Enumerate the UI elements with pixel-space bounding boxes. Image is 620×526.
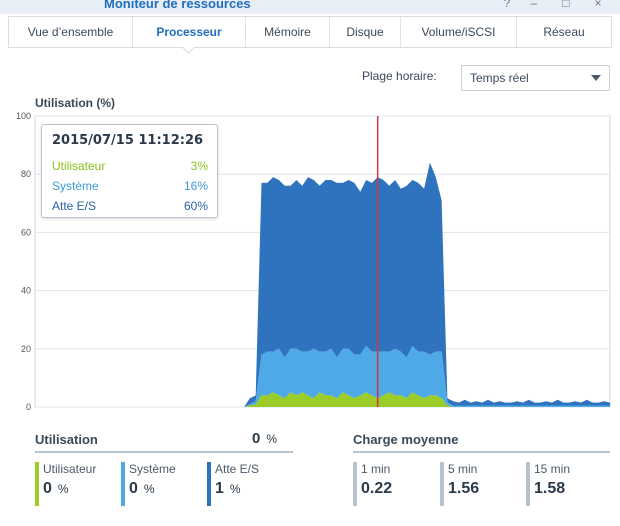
tab-overview[interactable]: Vue d’ensemble [9, 17, 133, 47]
metric-system-bar [121, 462, 125, 506]
series-area-iowait [35, 162, 610, 407]
metric-user-value: 0% [43, 480, 69, 497]
load-15min-label: 15 min [534, 462, 571, 476]
metric-iowait-value: 1% [215, 480, 241, 497]
load-divider [353, 451, 610, 453]
time-range-label: Plage horaire: [362, 69, 437, 83]
title-bar: Moniteur de ressources ? – □ × [0, 0, 620, 14]
maximize-icon[interactable]: □ [562, 0, 570, 10]
tooltip-label-user: Utilisateur [52, 159, 106, 173]
utilisation-total-unit: % [266, 432, 278, 446]
tooltip-timestamp: 2015/07/15 11:12:26 [52, 133, 204, 148]
help-icon[interactable]: ? [503, 0, 511, 10]
load-title: Charge moyenne [353, 432, 459, 447]
tooltip-label-iowait: Atte E/S [52, 199, 97, 213]
metric-user-bar [35, 462, 39, 506]
load-5min: 5 min 1.56 [440, 462, 479, 506]
tooltip-value-iowait: 60% [183, 199, 208, 213]
tooltip-row-iowait: Atte E/S 60% [52, 199, 208, 213]
tab-disk[interactable]: Disque [330, 17, 401, 47]
metric-system-label: Système [129, 462, 176, 476]
load-15min: 15 min 1.58 [526, 462, 570, 506]
load-1min-value: 0.22 [361, 480, 393, 497]
tab-bar: Vue d’ensemble Processeur Mémoire Disque… [8, 16, 612, 48]
metric-system: Système 0% [121, 462, 176, 506]
window-title: Moniteur de ressources [104, 0, 251, 11]
y-tick-label: 0 [26, 402, 31, 412]
load-15min-bar [526, 462, 530, 506]
series-area-user [35, 392, 610, 407]
load-5min-value: 1.56 [448, 480, 480, 497]
load-5min-bar [440, 462, 444, 506]
tab-processor[interactable]: Processeur [133, 17, 246, 47]
metric-iowait: Atte E/S 1% [207, 462, 259, 506]
utilisation-divider [35, 451, 293, 453]
load-1min-label: 1 min [361, 462, 391, 476]
tooltip-value-user: 3% [190, 159, 208, 173]
utilisation-total: 0% [252, 430, 277, 447]
chart-tooltip: 2015/07/15 11:12:26 Utilisateur 3% Systè… [41, 124, 218, 218]
tab-network[interactable]: Réseau [543, 25, 585, 39]
metric-iowait-bar [207, 462, 211, 506]
y-tick-label: 40 [21, 286, 31, 296]
metric-user: Utilisateur 0% [35, 462, 96, 506]
close-icon[interactable]: × [594, 0, 602, 10]
y-tick-label: 60 [21, 227, 31, 237]
tooltip-row-user: Utilisateur 3% [52, 159, 208, 173]
load-1min-bar [353, 462, 357, 506]
tab-volume-iscsi[interactable]: Volume/iSCSI [401, 17, 517, 47]
y-axis-ticks: 0 20 40 60 80 100 [16, 111, 31, 412]
minimize-icon[interactable]: – [530, 0, 538, 10]
series-area-system [35, 345, 610, 407]
load-15min-value: 1.58 [534, 480, 566, 497]
metric-user-label: Utilisateur [43, 462, 97, 476]
utilisation-total-value: 0 [252, 430, 261, 447]
y-tick-label: 80 [21, 169, 31, 179]
load-5min-label: 5 min [448, 462, 478, 476]
chevron-down-icon [591, 75, 601, 81]
y-tick-label: 100 [16, 111, 31, 121]
tooltip-value-system: 16% [183, 179, 208, 193]
metric-iowait-label: Atte E/S [215, 462, 260, 476]
chart-title: Utilisation (%) [35, 96, 115, 110]
load-1min: 1 min 0.22 [353, 462, 392, 506]
tooltip-row-system: Système 16% [52, 179, 208, 193]
time-range-value: Temps réel [470, 71, 529, 85]
tooltip-label-system: Système [52, 179, 99, 193]
series-areas [35, 162, 610, 407]
y-tick-label: 20 [21, 344, 31, 354]
time-range-select[interactable]: Temps réel [461, 65, 610, 91]
metric-system-value: 0% [129, 480, 155, 497]
tab-memory[interactable]: Mémoire [246, 17, 330, 47]
utilisation-title: Utilisation [35, 432, 98, 447]
